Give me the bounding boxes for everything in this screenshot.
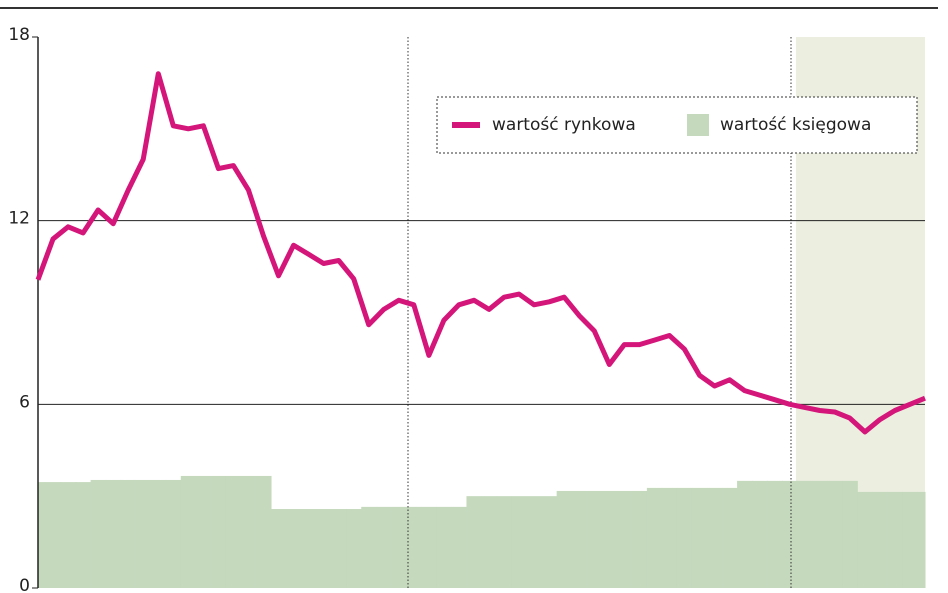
book-value-area [150, 479, 167, 588]
book-value-area [737, 480, 753, 588]
book-value-area [45, 482, 62, 588]
book-value-area [526, 496, 543, 588]
book-value-area [917, 491, 926, 588]
book-value-area [421, 506, 437, 588]
book-value-area [842, 480, 858, 588]
book-value-area [38, 482, 47, 588]
book-value-area [255, 475, 272, 588]
market-value-line [35, 71, 926, 435]
book-value-area [812, 480, 828, 588]
book-value-area [361, 506, 377, 588]
legend-swatch [687, 114, 709, 136]
book-value-area [180, 475, 197, 588]
y-tick-label: 0 [19, 576, 30, 593]
y-tick-label: 12 [8, 209, 30, 229]
book-value-area [75, 482, 92, 588]
book-value-area [210, 475, 227, 588]
book-value-area [120, 479, 137, 588]
book-value-area [767, 480, 783, 588]
book-value-area [240, 475, 257, 588]
book-value-area [451, 506, 467, 588]
book-value-area [646, 487, 663, 588]
book-value-area [631, 490, 648, 588]
legend-box [436, 96, 918, 154]
book-value-area [601, 490, 618, 588]
book-value-area [301, 509, 317, 588]
legend-label: wartość rynkowa [492, 115, 636, 135]
book-value-area [827, 480, 843, 588]
book-value-area [707, 487, 723, 588]
book-value-area [90, 479, 107, 588]
book-value-area [466, 496, 482, 588]
book-value-area [571, 490, 588, 588]
book-value-area [60, 482, 77, 588]
book-value-area [902, 491, 918, 588]
legend-label: wartość księgowa [720, 115, 871, 135]
y-tick-label: 18 [8, 25, 30, 45]
book-value-area [691, 487, 708, 588]
book-value-area [406, 506, 422, 588]
book-value-area [857, 491, 873, 588]
book-value-area [556, 490, 573, 588]
book-value-area [165, 479, 182, 588]
book-value-area [496, 496, 513, 588]
book-value-area [511, 496, 528, 588]
y-tick-label: 6 [19, 392, 30, 412]
legend: wartość rynkowa wartość księgowa [436, 96, 918, 154]
book-value-area [316, 509, 332, 588]
book-value-area [391, 506, 407, 588]
book-value-area [225, 475, 242, 588]
book-value-area [135, 479, 152, 588]
book-value-area [797, 480, 813, 588]
book-value-area [541, 496, 558, 588]
book-value-area [105, 479, 122, 588]
book-value-area [331, 509, 347, 588]
book-value-area [586, 490, 603, 588]
book-value-area [722, 487, 738, 588]
book-value-area [676, 487, 693, 588]
book-value-area [346, 509, 362, 588]
book-value-area [661, 487, 678, 588]
book-value-area [752, 480, 768, 588]
book-value-area [286, 509, 302, 588]
book-value-area [782, 480, 798, 588]
book-value-area [436, 506, 452, 588]
book-value-area [376, 506, 392, 588]
book-value-area [481, 496, 498, 588]
book-value-area [872, 491, 888, 588]
book-value-area [271, 509, 287, 588]
book-value-area [195, 475, 212, 588]
book-value-area [616, 490, 633, 588]
book-value-area [887, 491, 903, 588]
